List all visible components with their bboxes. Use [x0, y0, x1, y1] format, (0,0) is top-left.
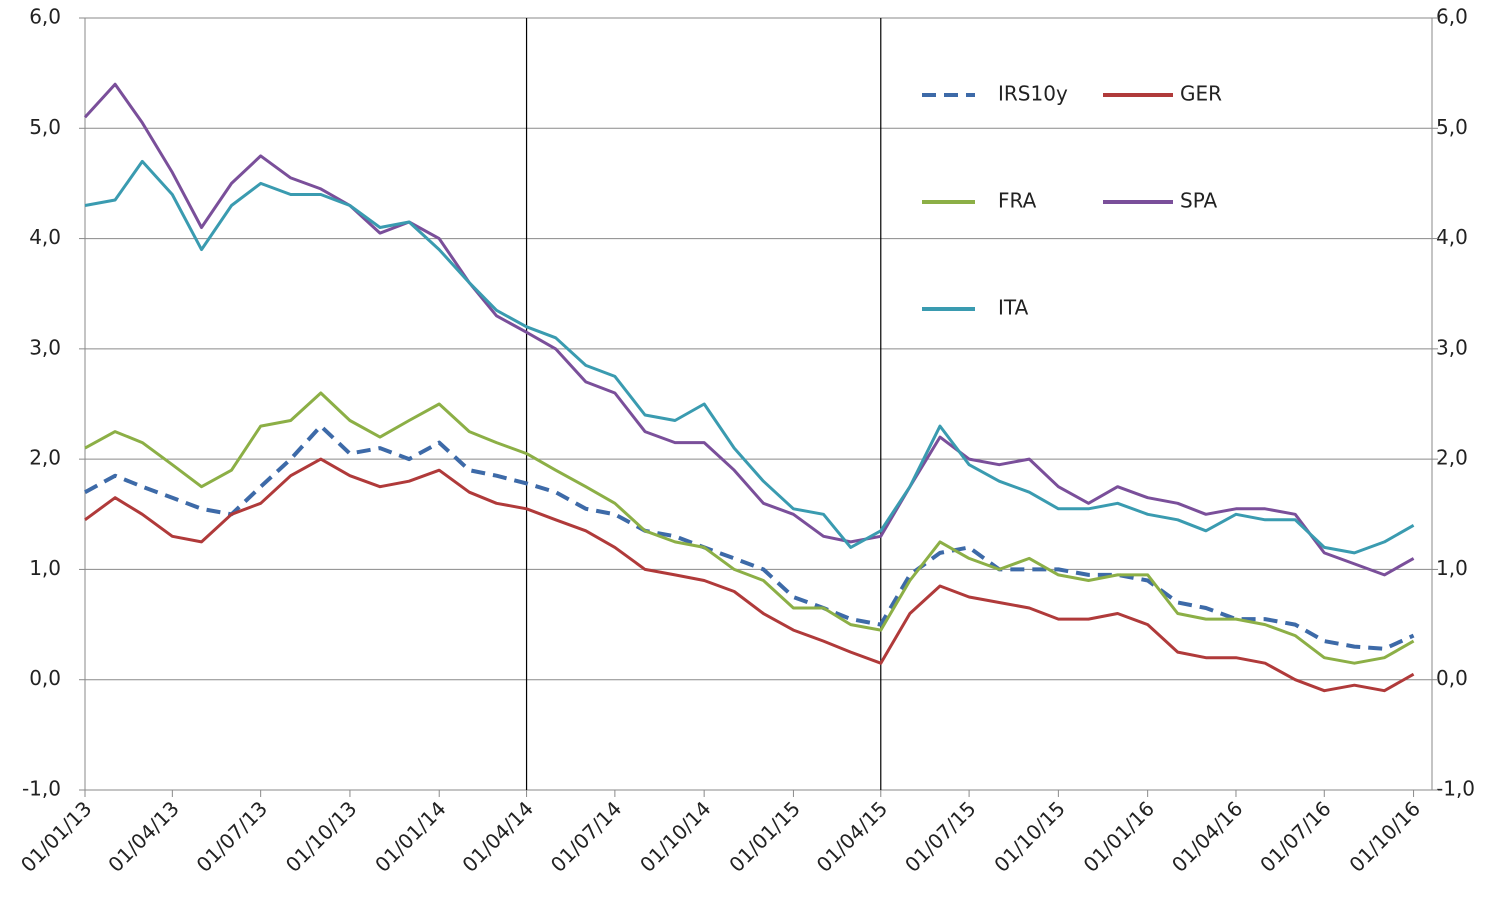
x-tick-label: 01/04/14 — [457, 796, 537, 876]
y-tick-label: 1,0 — [29, 556, 61, 580]
y2-tick-label: -1,0 — [1436, 777, 1475, 801]
series-line — [84, 457, 1415, 693]
y2-tick-label: 4,0 — [1436, 225, 1468, 249]
series-line — [84, 159, 1415, 555]
y-tick-label: -1,0 — [22, 777, 61, 801]
x-tick-label: 01/10/13 — [281, 796, 361, 876]
x-tick-label: 01/01/13 — [16, 796, 96, 876]
y-tick-label: 3,0 — [29, 335, 61, 359]
x-tick-label: 01/10/14 — [635, 796, 715, 876]
y-tick-label: 5,0 — [29, 115, 61, 139]
y-tick-label: 6,0 — [29, 5, 61, 29]
legend-label: FRA — [998, 189, 1037, 213]
legend-label: SPA — [1180, 189, 1217, 213]
y-tick-label: 4,0 — [29, 225, 61, 249]
x-tick-label: 01/07/16 — [1255, 796, 1335, 876]
series-line — [83, 82, 1415, 577]
x-tick-label: 01/07/14 — [546, 796, 626, 876]
y2-tick-label: 1,0 — [1436, 556, 1468, 580]
x-tick-label: 01/04/16 — [1167, 796, 1247, 876]
y2-tick-label: 5,0 — [1436, 115, 1468, 139]
y2-tick-label: 3,0 — [1436, 335, 1468, 359]
series-line — [84, 391, 1415, 665]
legend-label: IRS10y — [998, 82, 1068, 106]
legend-label: GER — [1180, 82, 1222, 106]
x-tick-label: 01/01/14 — [370, 796, 450, 876]
x-tick-label: 01/10/16 — [1344, 796, 1424, 876]
x-tick-label: 01/01/16 — [1079, 796, 1159, 876]
series-line — [84, 424, 1415, 651]
y2-tick-label: 0,0 — [1436, 666, 1468, 690]
y2-tick-label: 6,0 — [1436, 5, 1468, 29]
legend-label: ITA — [998, 296, 1029, 320]
x-tick-label: 01/04/13 — [103, 796, 183, 876]
y2-tick-label: 2,0 — [1436, 446, 1468, 470]
x-tick-label: 01/01/15 — [724, 796, 804, 876]
y-tick-label: 0,0 — [29, 666, 61, 690]
y-tick-label: 2,0 — [29, 446, 61, 470]
x-tick-label: 01/07/15 — [900, 796, 980, 876]
x-tick-label: 01/04/15 — [812, 796, 892, 876]
x-tick-label: 01/07/13 — [192, 796, 272, 876]
x-tick-label: 01/10/15 — [989, 796, 1069, 876]
